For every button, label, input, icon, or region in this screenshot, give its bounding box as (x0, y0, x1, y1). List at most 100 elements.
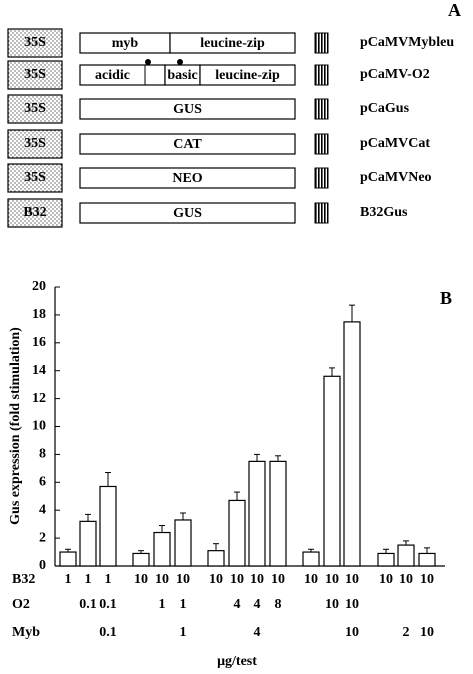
table-cell: 10 (379, 572, 393, 587)
segment-box (169, 32, 296, 54)
promoter-box (7, 163, 63, 193)
promoter-label: B32 (23, 205, 46, 220)
y-tick-label: 16 (32, 335, 46, 350)
table-cell: 10 (345, 572, 359, 587)
segment-label: GUS (173, 206, 202, 221)
table-cell: 8 (275, 597, 282, 612)
table-cell: 10 (209, 572, 223, 587)
construct-name: pCaGus (360, 101, 410, 116)
promoter-label: 35S (24, 101, 46, 116)
bar (323, 375, 341, 567)
promoter-label: 35S (24, 35, 46, 50)
table-cell: 10 (325, 572, 339, 587)
table-cell: 10 (345, 597, 359, 612)
bar (248, 460, 266, 567)
segment-label: GUS (173, 102, 202, 117)
table-row-label: B32 (12, 572, 35, 587)
panel-label: B (440, 288, 452, 308)
table-cell: 1 (85, 572, 92, 587)
table-cell: 1 (105, 572, 112, 587)
bar (269, 460, 287, 567)
terminator-box (314, 32, 329, 54)
table-cell: 10 (399, 572, 413, 587)
table-cell: 10 (420, 572, 434, 587)
segment-box (79, 133, 296, 155)
y-tick-label: 12 (32, 391, 46, 406)
table-cell: 10 (250, 572, 264, 587)
table-cell: 10 (325, 597, 339, 612)
promoter-label: 35S (24, 67, 46, 82)
bar (397, 544, 415, 567)
table-row-label: Myb (12, 625, 40, 640)
segment-label: acidic (95, 68, 130, 83)
table-cell: 10 (304, 572, 318, 587)
construct-name: pCaMVNeo (360, 170, 432, 185)
table-cell: 0.1 (99, 597, 117, 612)
promoter-box (7, 28, 63, 58)
construct-name: B32Gus (360, 205, 408, 220)
table-cell: 10 (176, 572, 190, 587)
terminator-box (314, 202, 329, 224)
y-tick-label: 10 (32, 419, 46, 434)
segment-label: basic (167, 68, 197, 83)
bar (377, 552, 395, 567)
terminator-box (314, 133, 329, 155)
y-axis-label: Gus expression (fold stimulation) (8, 327, 23, 525)
x-axis-label: μg/test (217, 654, 257, 669)
table-cell: 1 (180, 597, 187, 612)
table-cell: 4 (254, 597, 261, 612)
y-tick-label: 4 (39, 502, 46, 517)
table-cell: 10 (155, 572, 169, 587)
promoter-box (7, 129, 63, 159)
table-cell: 1 (180, 625, 187, 640)
table-cell: 4 (254, 625, 261, 640)
bar (59, 551, 77, 567)
y-tick-label: 18 (32, 307, 46, 322)
table-row-label: O2 (12, 597, 30, 612)
segment-label: CAT (173, 137, 202, 152)
table-cell: 10 (134, 572, 148, 587)
table-cell: 1 (159, 597, 166, 612)
segment-box (79, 202, 296, 224)
bar (132, 552, 150, 567)
bar (79, 520, 97, 567)
segment-box (79, 167, 296, 189)
panel-label: A (448, 0, 461, 20)
table-cell: 2 (403, 625, 410, 640)
promoter-box (7, 198, 63, 228)
y-tick-label: 6 (39, 475, 46, 490)
construct-name: pCaMV-O2 (360, 67, 430, 82)
promoter-label: 35S (24, 170, 46, 185)
y-tick-label: 8 (39, 447, 46, 462)
bar (153, 531, 171, 567)
bar (174, 519, 192, 567)
y-tick-label: 14 (32, 363, 46, 378)
bar (343, 321, 361, 567)
segment-label: leucine-zip (200, 36, 265, 51)
y-tick-label: 0 (39, 558, 46, 573)
bar (207, 550, 225, 567)
terminator-box (314, 64, 329, 86)
table-cell: 0.1 (99, 625, 117, 640)
table-cell: 10 (420, 625, 434, 640)
bar (99, 485, 117, 567)
construct-name: pCaMVCat (360, 136, 430, 151)
bar (418, 552, 436, 567)
table-cell: 4 (234, 597, 241, 612)
segment-label: myb (112, 36, 139, 51)
segment-box (199, 64, 296, 86)
segment-box (79, 98, 296, 120)
site-dot (145, 59, 151, 65)
table-cell: 0.1 (79, 597, 97, 612)
y-tick-label: 2 (39, 530, 46, 545)
site-dot (177, 59, 183, 65)
terminator-box (314, 98, 329, 120)
promoter-label: 35S (24, 136, 46, 151)
table-cell: 10 (230, 572, 244, 587)
promoter-box (7, 60, 63, 90)
bar (228, 499, 246, 567)
table-cell: 1 (65, 572, 72, 587)
y-tick-label: 20 (32, 279, 46, 294)
promoter-box (7, 94, 63, 124)
